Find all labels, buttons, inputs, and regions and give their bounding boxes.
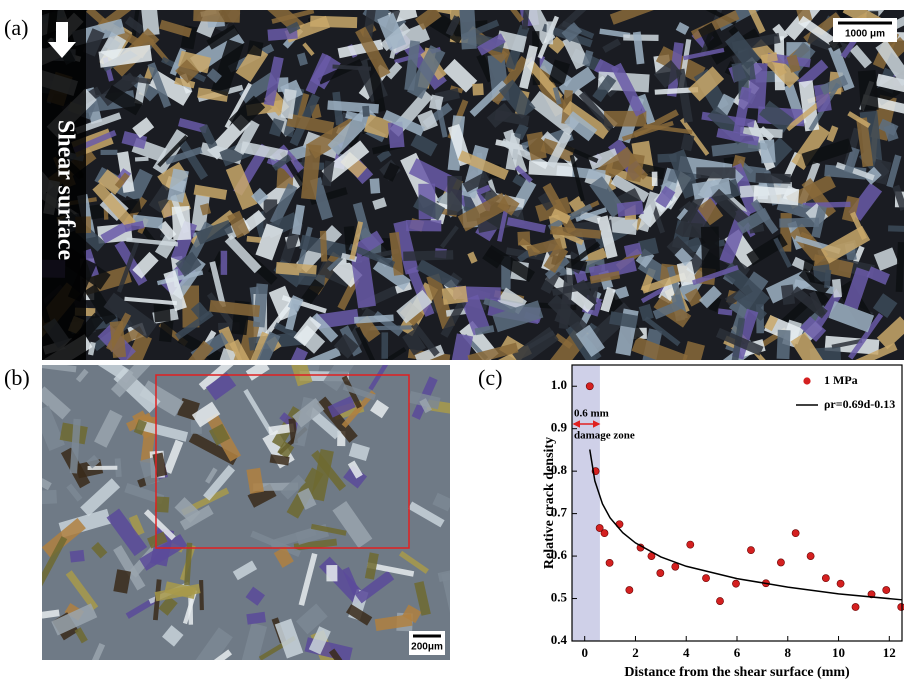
data-point [626,586,633,593]
y-tick-label: 1.0 [551,377,567,392]
annotation: 0.6 mm [574,408,609,420]
crystal [546,21,553,44]
data-point [606,559,613,566]
crystal [777,330,791,359]
panel-label: (b) [4,365,30,390]
y-tick-label: 0.5 [551,590,568,605]
crystal [779,218,819,228]
x-tick-label: 2 [632,645,639,660]
crystal [517,231,530,245]
annotation: damage zone [574,430,635,442]
data-point [732,580,739,587]
crystal [652,172,658,186]
crystal [701,227,720,279]
y-tick-label: 0.9 [551,420,568,435]
crystal [70,550,85,563]
data-point [716,597,723,604]
damage-zone [572,365,600,641]
crystal [310,16,357,28]
legend-key [803,377,810,384]
scale-text-b: 200μm [411,642,443,653]
data-point [601,530,608,537]
x-tick-label: 4 [683,645,690,660]
y-tick-label: 0.6 [551,547,568,562]
data-point [672,563,679,570]
scale-text-a: 1000 μm [845,29,885,40]
data-point [837,580,844,587]
crystal [472,83,484,95]
data-point [657,569,664,576]
crystal [199,580,204,610]
x-tick-label: 6 [734,645,741,660]
y-tick-label: 0.8 [551,462,568,477]
crystal [32,490,57,505]
data-point [807,552,814,559]
x-tick-label: 0 [581,645,588,660]
data-point [687,541,694,548]
x-tick-label: 10 [832,645,845,660]
crystal [447,176,462,215]
crystal [858,70,879,111]
data-point [777,559,784,566]
data-point [747,547,754,554]
crystal [362,106,370,117]
x-tick-label: 8 [785,645,792,660]
x-axis-title: Distance from the shear surface (mm) [624,665,850,679]
panel-label: (a) [4,15,28,40]
y-tick-label: 0.4 [551,632,568,647]
crystal [753,186,799,205]
crystal [193,6,240,23]
data-point [852,603,859,610]
crystal [221,251,227,275]
data-point [792,530,799,537]
crystal [760,139,776,163]
data-point [898,603,904,610]
legend-label: ρr=0.69d-0.13 [824,397,895,411]
crystal [154,303,171,323]
legend-label: 1 MPa [824,373,858,387]
crystal [155,496,170,512]
crystal [370,178,381,194]
crystal [326,565,337,581]
crystal [442,286,468,305]
data-point [586,383,593,390]
data-point [883,586,890,593]
crystal [696,167,735,178]
crystal [101,150,118,155]
crystal [459,4,477,50]
crystal [381,332,388,358]
crystal [888,225,904,232]
x-tick-label: 12 [883,645,896,660]
crystal [172,206,191,240]
figure: Shear surface 1000 μm (a) 200μm (b) (c) … [0,0,904,679]
data-point [702,575,709,582]
crystal [732,61,756,82]
crystal [135,157,149,162]
panel-label: (c) [478,365,502,390]
crystal [403,250,453,261]
y-tick-label: 0.7 [551,505,568,520]
crystal [756,173,791,184]
crystal [247,40,263,56]
shear-label: Shear surface [52,120,78,261]
crystal [406,220,441,231]
data-point [822,575,829,582]
